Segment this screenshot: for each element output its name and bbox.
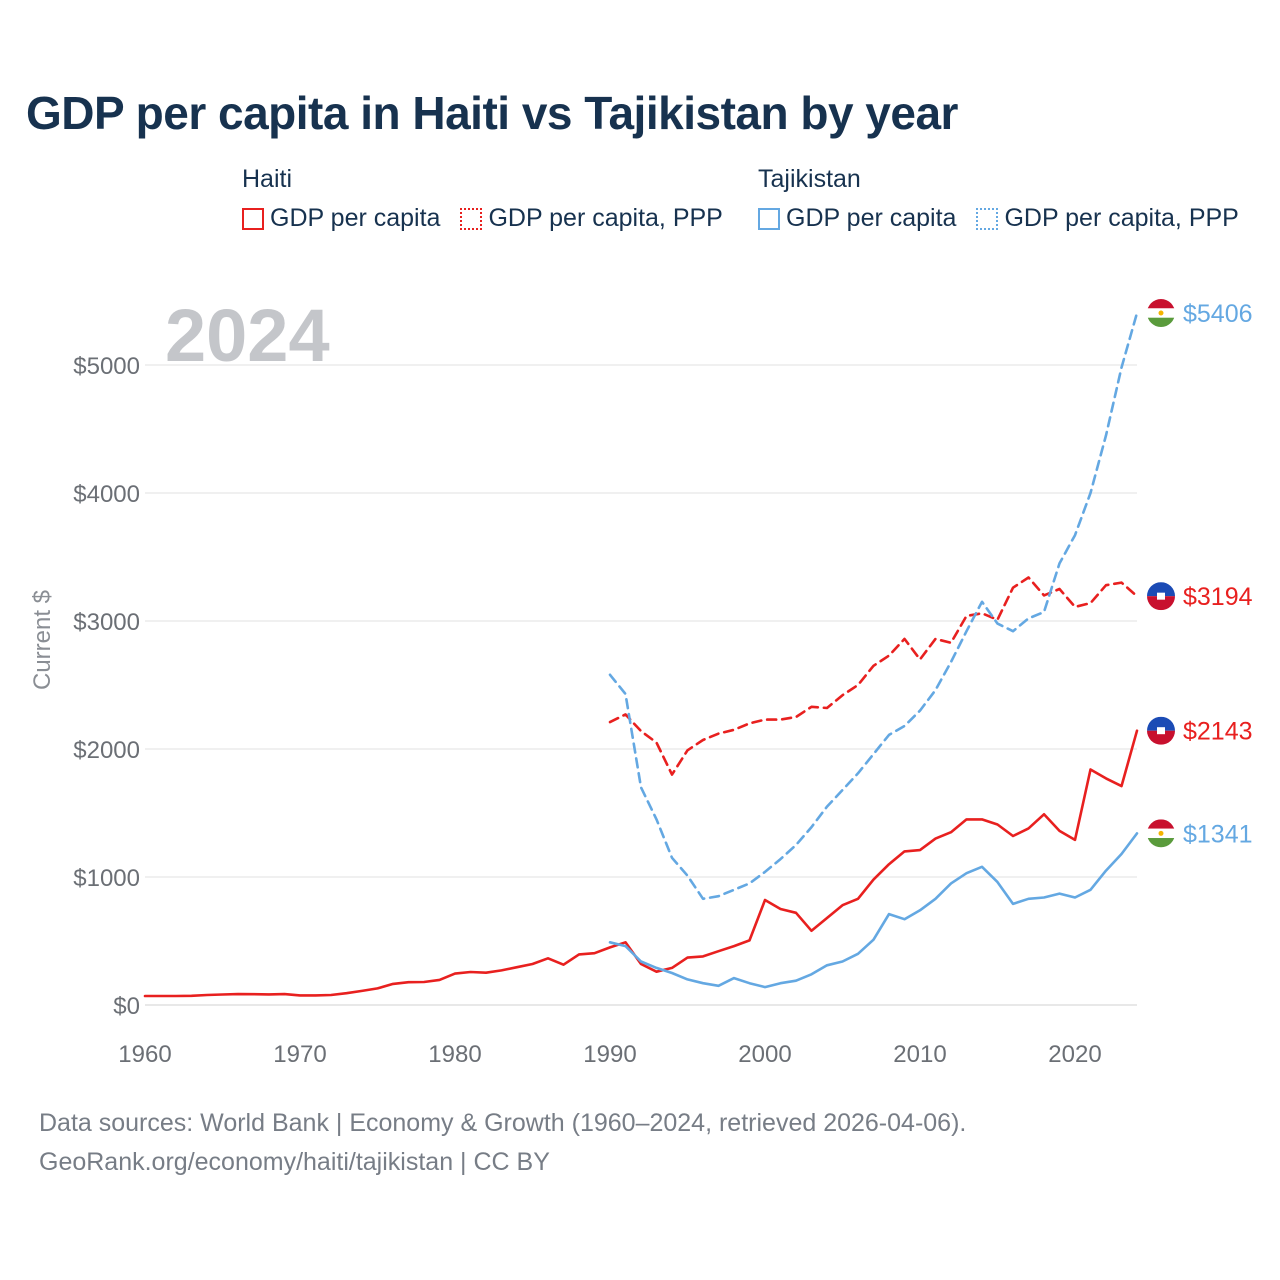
legend-item-haiti-gdp[interactable]: GDP per capita <box>242 204 440 233</box>
legend-label: GDP per capita, PPP <box>1004 204 1239 232</box>
footer-link[interactable]: GeoRank.org/economy/haiti/tajikistan | C… <box>39 1148 550 1176</box>
x-tick-label: 1990 <box>583 1041 636 1068</box>
legend-label: GDP per capita, PPP <box>488 204 723 232</box>
series-line <box>143 729 1139 998</box>
legend-haiti: Haiti GDP per capita GDP per capita, PPP <box>242 162 723 233</box>
legend-swatch-solid-icon <box>242 207 264 230</box>
legend-tajikistan: Tajikistan GDP per capita GDP per capita… <box>758 162 1239 233</box>
series-line <box>608 576 1139 776</box>
legend-item-tajikistan-gdp-ppp[interactable]: GDP per capita, PPP <box>976 204 1239 233</box>
axes: $0 $1000 $2000 $3000 $4000 $5000 1960 1970 1980 1… <box>73 353 1101 1068</box>
x-tick-label: 1960 <box>118 1041 171 1068</box>
series-line <box>608 311 1139 901</box>
x-tick-label: 2010 <box>893 1041 946 1068</box>
tajikistan-flag-icon <box>1147 819 1175 848</box>
y-tick-label: $1000 <box>73 865 140 892</box>
haiti-flag-icon <box>1147 716 1175 745</box>
tajikistan-flag-icon <box>1147 299 1175 328</box>
legend-item-haiti-gdp-ppp[interactable]: GDP per capita, PPP <box>460 204 723 233</box>
series-line <box>608 832 1139 989</box>
footer-sources: Data sources: World Bank | Economy & Gro… <box>39 1109 967 1137</box>
legend-item-tajikistan-gdp[interactable]: GDP per capita <box>758 204 956 233</box>
legend-country-haiti: Haiti <box>242 165 293 193</box>
x-tick-label: 2000 <box>738 1041 791 1068</box>
end-value-label: $2143 <box>1183 718 1253 746</box>
y-tick-label: $0 <box>113 993 140 1020</box>
series <box>143 311 1139 998</box>
y-tick-label: $4000 <box>73 481 140 508</box>
y-tick-label: $3000 <box>73 609 140 636</box>
x-tick-label: 1970 <box>273 1041 326 1068</box>
y-tick-label: $5000 <box>73 353 140 380</box>
end-labels: $2143 $3194 $1341 $5406 <box>1147 299 1253 848</box>
haiti-flag-icon <box>1147 582 1175 611</box>
legend-swatch-dotted-icon <box>460 207 483 230</box>
legend-swatch-dotted-icon <box>976 207 999 230</box>
end-value-label: $3194 <box>1183 583 1253 611</box>
end-value-label: $5406 <box>1183 300 1253 328</box>
legend-label: GDP per capita <box>270 204 441 232</box>
year-label: 2024 <box>165 294 330 377</box>
x-tick-label: 2020 <box>1048 1041 1101 1068</box>
legend-swatch-solid-icon <box>758 207 780 230</box>
line-chart: 2024 $0 $1000 $2000 $3000 $4000 $5000 1960 1970… <box>29 294 1253 1068</box>
x-tick-label: 1980 <box>428 1041 481 1068</box>
y-tick-label: $2000 <box>73 737 140 764</box>
end-value-label: $1341 <box>1183 820 1253 848</box>
grid-lines <box>145 364 1137 1006</box>
page-title: GDP per capita in Haiti vs Tajikistan by… <box>26 87 958 139</box>
y-axis-label: Current $ <box>29 590 56 690</box>
footer: Data sources: World Bank | Economy & Gro… <box>39 1104 966 1182</box>
legend-country-tajikistan: Tajikistan <box>758 165 861 193</box>
legend-label: GDP per capita <box>786 204 957 232</box>
